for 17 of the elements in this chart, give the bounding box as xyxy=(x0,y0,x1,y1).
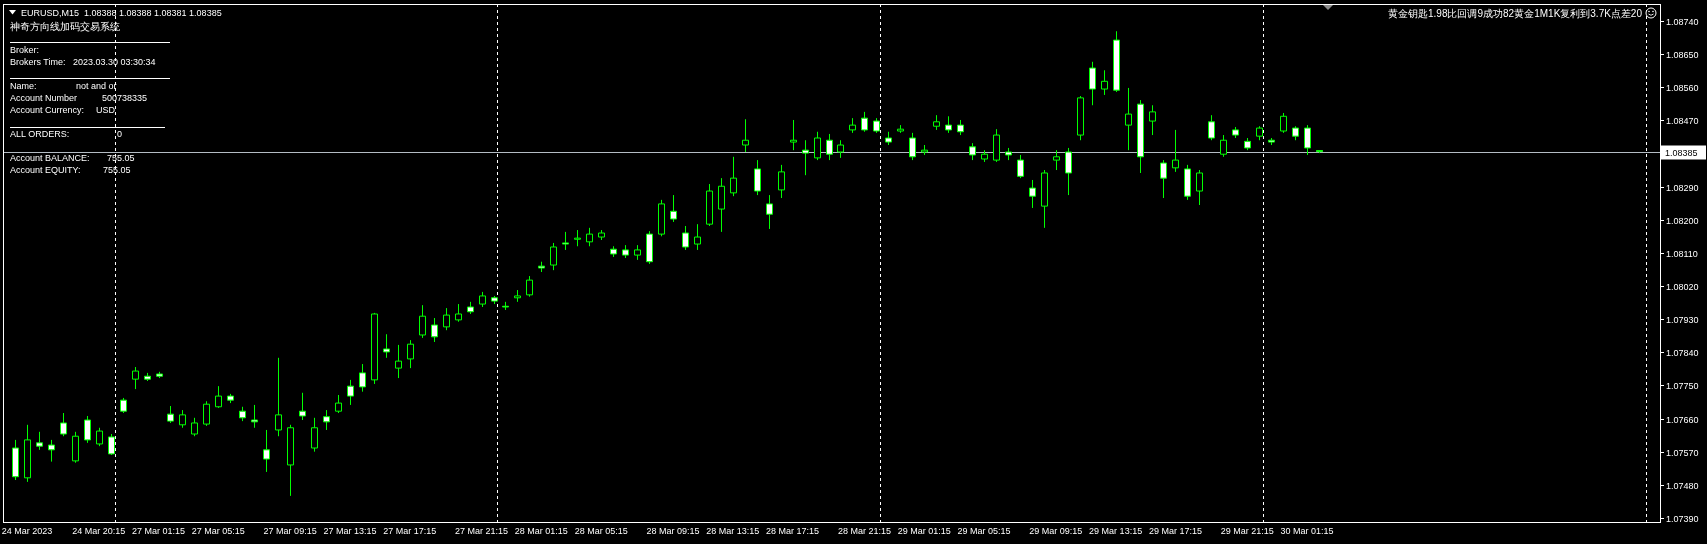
annotation: Broker: xyxy=(10,45,39,55)
title: EURUSD,M15 1.08388 1.08388 1.08381 1.08385 xyxy=(21,7,222,18)
ref-line-label: 1.08385 xyxy=(1665,147,1698,158)
annotation: Brokers Time: xyxy=(10,57,66,67)
annotation: USD xyxy=(96,105,115,115)
annotation: 0 xyxy=(117,129,122,139)
annotation: Account Number xyxy=(10,93,78,103)
annotation: Name: xyxy=(10,81,37,91)
annotation: Account BALANCE: xyxy=(10,153,90,163)
annotation: 755.05 xyxy=(103,165,131,175)
annotation: Account Currency: xyxy=(10,105,85,115)
annotation: Account EQUITY: xyxy=(10,165,81,175)
annotation: 755.05 xyxy=(107,153,135,163)
annotation: 2023.03.30 03:30:34 xyxy=(73,57,156,67)
annotation: ALL ORDERS: xyxy=(10,129,70,139)
annotation: 黄金钥匙1.98比回调9成功82黄金1M1K复利到3.7K点差20 xyxy=(1388,7,1642,19)
annotation: 500738335 xyxy=(102,93,148,103)
